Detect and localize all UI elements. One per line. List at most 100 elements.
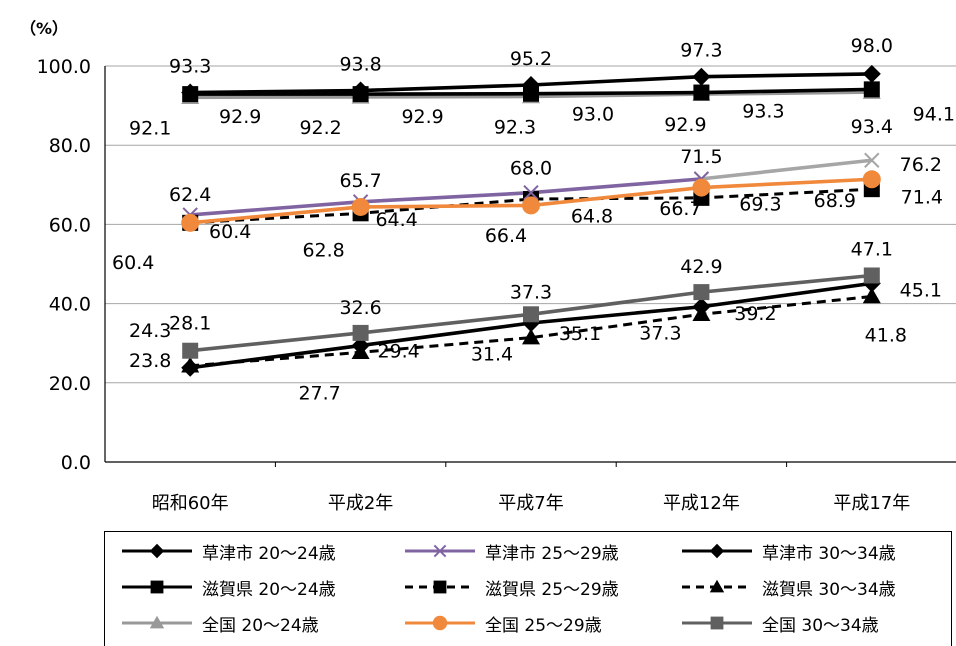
data-point-marker <box>351 81 370 100</box>
x-category-label: 平成12年 <box>663 493 740 514</box>
legend-label: 全国 25～29歳 <box>485 615 602 636</box>
legend-label: 全国 20～24歳 <box>202 615 319 636</box>
series-line <box>190 177 702 217</box>
data-label: 98.0 <box>851 35 893 57</box>
data-label: 45.1 <box>900 279 942 301</box>
data-point-marker <box>181 356 200 373</box>
y-tick-label: 80.0 <box>49 135 91 157</box>
legend-item: 滋賀県 20～24歳 <box>120 570 336 604</box>
data-label: 27.7 <box>298 382 340 404</box>
y-tick-label: 20.0 <box>49 373 91 395</box>
legend-swatch <box>122 580 192 594</box>
legend-swatch <box>122 615 192 629</box>
data-label: 93.8 <box>339 54 381 76</box>
data-point-marker <box>522 328 540 345</box>
data-label: 92.9 <box>664 114 706 136</box>
legend-label: 滋賀県 25～29歳 <box>485 579 619 600</box>
legend-swatch-marker <box>149 543 165 559</box>
x-mark-stroke <box>864 152 880 168</box>
data-label: 28.1 <box>169 313 211 335</box>
data-point-marker <box>862 287 881 304</box>
data-label: 68.0 <box>510 158 552 180</box>
data-point-marker <box>692 67 711 86</box>
legend-swatch-marker <box>149 615 165 629</box>
data-label: 93.3 <box>742 101 784 123</box>
data-label: 92.1 <box>129 117 171 139</box>
y-tick-label: 0.0 <box>61 452 91 474</box>
data-label: 95.2 <box>510 48 552 70</box>
data-point-marker <box>862 170 881 189</box>
x-category-label: 平成2年 <box>328 493 393 514</box>
y-tick-label: 40.0 <box>49 294 91 316</box>
series-line <box>190 294 872 368</box>
unit-label: （%） <box>20 19 68 38</box>
gridlines <box>105 65 956 384</box>
data-label: 65.7 <box>339 170 381 192</box>
legend-swatch <box>682 616 752 630</box>
legend-item: 滋賀県 25～29歳 <box>403 570 619 604</box>
legend-item: 草津市 25～29歳 <box>403 534 619 568</box>
data-label: 97.3 <box>680 40 722 62</box>
data-point-marker <box>863 267 880 284</box>
x-mark-stroke <box>523 185 539 201</box>
data-label: 24.3 <box>129 320 171 342</box>
legend-item: 草津市 20～24歳 <box>120 534 336 568</box>
data-label: 62.4 <box>169 184 211 206</box>
legend-swatch <box>405 544 475 558</box>
legend-label: 滋賀県 30～34歳 <box>762 579 896 600</box>
data-label: 62.8 <box>302 239 344 261</box>
data-label: 93.3 <box>169 56 211 78</box>
line-chart: （%） 0.0 20.0 40.0 60.0 80.0 100.0 昭和60年 平成2年 平成7… <box>20 19 956 514</box>
data-label: 92.3 <box>494 116 536 138</box>
data-point-marker <box>863 81 880 98</box>
legend-swatch <box>122 543 192 559</box>
data-point-marker <box>182 342 199 359</box>
data-labels: 93.3 93.8 95.2 97.3 98.0 92.9 92.9 93.0 93.3 94.1… <box>112 35 955 404</box>
series-markers <box>181 64 881 377</box>
data-label: 69.3 <box>739 194 781 216</box>
data-label: 64.4 <box>375 209 417 231</box>
data-point-marker <box>351 343 370 360</box>
series-line <box>190 187 872 225</box>
data-label: 60.4 <box>209 221 251 243</box>
legend-swatch <box>405 615 475 631</box>
data-label: 92.9 <box>401 106 443 128</box>
legend-item: 全国 25～29歳 <box>403 606 602 640</box>
legend-swatch <box>682 543 752 559</box>
legend-swatch-marker <box>709 579 725 593</box>
axes: 0.0 20.0 40.0 60.0 80.0 100.0 昭和60年 平成2年 平成7年 平成1… <box>37 56 956 514</box>
data-label: 93.0 <box>572 104 614 126</box>
data-point-marker <box>862 64 881 83</box>
data-point-marker <box>351 197 370 216</box>
data-label: 92.2 <box>299 117 341 139</box>
legend-item: 滋賀県 30～34歳 <box>680 570 896 604</box>
legend: 草津市 20～24歳滋賀県 20～24歳 全国 20～24歳 草津市 25～29歳滋… <box>104 531 952 646</box>
data-point-marker <box>693 284 710 301</box>
data-label: 66.4 <box>485 225 527 247</box>
legend-swatch-marker <box>709 543 725 559</box>
legend-swatch-marker <box>710 616 724 630</box>
data-label: 76.2 <box>900 154 942 176</box>
legend-label: 全国 30～34歳 <box>762 615 879 636</box>
data-label: 71.4 <box>901 186 943 208</box>
data-point-marker <box>522 76 540 95</box>
x-mark-stroke <box>433 544 447 558</box>
data-label: 92.9 <box>219 106 261 128</box>
legend-swatch-marker <box>432 615 448 631</box>
data-label: 35.1 <box>559 323 601 345</box>
data-label: 32.6 <box>339 297 381 319</box>
data-label: 68.9 <box>814 190 856 212</box>
data-point-marker <box>352 324 369 341</box>
data-point-marker <box>181 213 200 232</box>
data-label: 37.3 <box>510 281 552 303</box>
data-label: 29.4 <box>377 341 419 363</box>
data-label: 93.4 <box>851 116 893 138</box>
data-label: 60.4 <box>112 252 154 274</box>
data-point-marker <box>692 305 711 322</box>
legend-label: 草津市 30～34歳 <box>762 543 896 564</box>
series-line <box>701 158 872 181</box>
data-point-marker <box>692 178 711 197</box>
data-label: 23.8 <box>129 350 171 372</box>
legend-swatch <box>405 580 475 594</box>
legend-label: 滋賀県 20～24歳 <box>202 579 336 600</box>
